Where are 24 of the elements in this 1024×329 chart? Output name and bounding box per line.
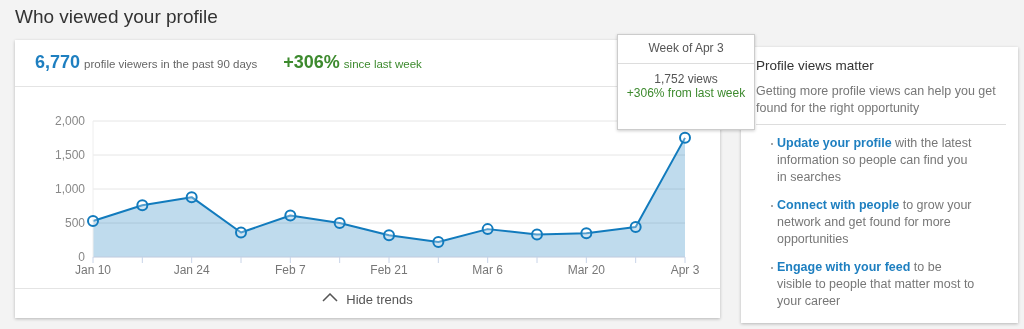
y-tick-label: 0 <box>78 250 86 265</box>
text: Profile views matter <box>756 58 874 73</box>
text: Engage with your feed <box>777 260 911 274</box>
y-tick-label: 1,500 <box>54 148 86 163</box>
text: Connect with people <box>777 198 900 212</box>
text: 6,770 <box>35 52 81 73</box>
x-tick-label: Feb 21 <box>370 262 409 277</box>
y-tick-label: 2,000 <box>54 114 86 129</box>
x-tick-label: Mar 20 <box>567 262 606 277</box>
text: +306% <box>283 52 340 73</box>
y-tick-label: 1,000 <box>54 182 86 197</box>
x-tick-label: Apr 3 <box>670 262 700 277</box>
text: Update your profile <box>777 136 892 150</box>
x-tick-label: Jan 24 <box>173 262 211 277</box>
y-tick-label: 500 <box>64 216 86 231</box>
chart-title: Who viewed your profile <box>15 6 218 28</box>
text: Hide trends <box>345 292 414 307</box>
x-tick-label: Feb 7 <box>274 262 306 277</box>
x-tick-label: Jan 10 <box>74 262 112 277</box>
text: since last week <box>343 58 422 70</box>
x-tick-label: Mar 6 <box>472 262 504 277</box>
text: Getting more profile views can help you get found for the right opportunity <box>756 83 997 117</box>
callout-box: Week of Apr 3 1,752 views +306% from last week <box>617 34 755 130</box>
text: profile viewers in the past 90 days <box>84 58 258 70</box>
